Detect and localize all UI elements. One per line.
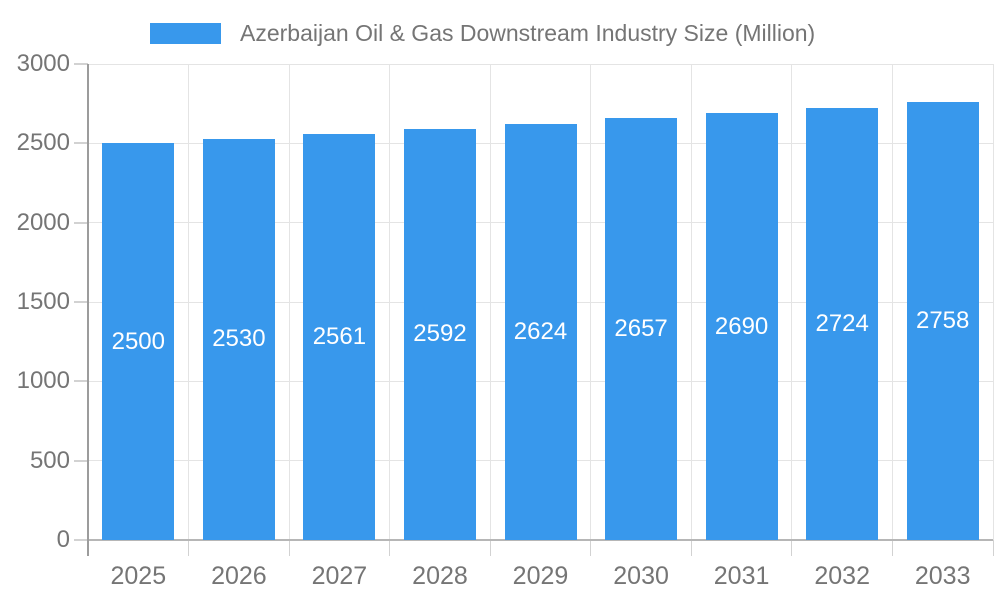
y-axis-tick-label: 1500 bbox=[16, 288, 70, 315]
y-axis-tick bbox=[74, 63, 88, 65]
x-axis-tick bbox=[489, 540, 491, 556]
legend-swatch bbox=[150, 22, 221, 44]
bar[interactable] bbox=[504, 123, 577, 540]
bar[interactable] bbox=[202, 138, 275, 540]
bar-value-label: 2690 bbox=[714, 312, 769, 340]
y-axis-tick bbox=[74, 539, 88, 541]
y-axis-tick bbox=[74, 380, 88, 383]
legend-label: Azerbaijan Oil & Gas Downstream Industry… bbox=[240, 20, 816, 46]
x-axis-tick bbox=[590, 540, 592, 556]
x-axis-tick-label: 2030 bbox=[613, 562, 669, 590]
y-axis-tick bbox=[74, 221, 88, 224]
bar[interactable] bbox=[102, 143, 175, 540]
x-axis-tick bbox=[992, 540, 994, 556]
y-axis-tick-label: 2000 bbox=[16, 208, 70, 236]
gridline-vertical bbox=[389, 64, 391, 540]
x-axis-tick bbox=[791, 540, 793, 556]
gridline-vertical bbox=[489, 64, 491, 540]
bar[interactable] bbox=[403, 128, 476, 540]
gridline-vertical bbox=[590, 64, 592, 540]
gridline-vertical bbox=[891, 64, 893, 540]
x-axis-tick bbox=[288, 540, 290, 556]
x-axis-tick-label: 2029 bbox=[512, 562, 569, 590]
bar[interactable] bbox=[806, 107, 879, 540]
gridline-vertical bbox=[288, 64, 290, 540]
x-axis-tick-label: 2025 bbox=[110, 562, 167, 590]
y-axis-tick-label: 1000 bbox=[16, 367, 70, 395]
y-axis-tick bbox=[74, 301, 88, 303]
gridline-vertical bbox=[188, 64, 190, 540]
bar-value-label: 2657 bbox=[614, 315, 668, 343]
x-axis-tick-label: 2028 bbox=[412, 562, 468, 590]
y-axis-tick-label: 500 bbox=[29, 446, 70, 474]
bar-value-label: 2592 bbox=[413, 320, 467, 348]
gridline-vertical bbox=[992, 64, 994, 540]
bar-value-label: 2530 bbox=[212, 325, 266, 353]
bar-value-label: 2758 bbox=[915, 307, 970, 335]
bar[interactable] bbox=[906, 102, 979, 540]
y-axis-tick-label: 2500 bbox=[16, 129, 70, 157]
legend-item[interactable]: Azerbaijan Oil & Gas Downstream Industry… bbox=[150, 20, 815, 46]
x-axis-tick-label: 2026 bbox=[211, 562, 267, 590]
bar[interactable] bbox=[303, 133, 376, 540]
y-axis-tick bbox=[74, 142, 88, 145]
y-axis-tick-label: 3000 bbox=[16, 50, 70, 77]
gridline-horizontal bbox=[88, 63, 993, 65]
gridline-vertical bbox=[690, 64, 692, 540]
x-axis-tick bbox=[389, 540, 391, 556]
x-axis-tick-label: 2031 bbox=[713, 562, 770, 590]
x-axis-tick bbox=[891, 540, 893, 556]
x-axis-tick bbox=[690, 540, 692, 556]
x-axis-line bbox=[88, 539, 993, 541]
bar-value-label: 2561 bbox=[312, 322, 367, 350]
y-axis-tick bbox=[74, 459, 88, 462]
bar-value-label: 2624 bbox=[513, 317, 568, 345]
x-axis-tick-label: 2032 bbox=[814, 562, 870, 590]
bar-value-label: 2724 bbox=[815, 309, 869, 337]
bar[interactable] bbox=[705, 113, 778, 540]
x-axis-tick-label: 2027 bbox=[311, 562, 368, 590]
bar-value-label: 2500 bbox=[111, 327, 165, 355]
x-axis-tick-label: 2033 bbox=[914, 562, 971, 590]
gridline-vertical bbox=[791, 64, 793, 540]
y-axis-tick-label: 0 bbox=[56, 526, 70, 553]
bar[interactable] bbox=[605, 118, 678, 540]
y-axis-line bbox=[87, 64, 89, 556]
x-axis-tick bbox=[188, 540, 190, 556]
